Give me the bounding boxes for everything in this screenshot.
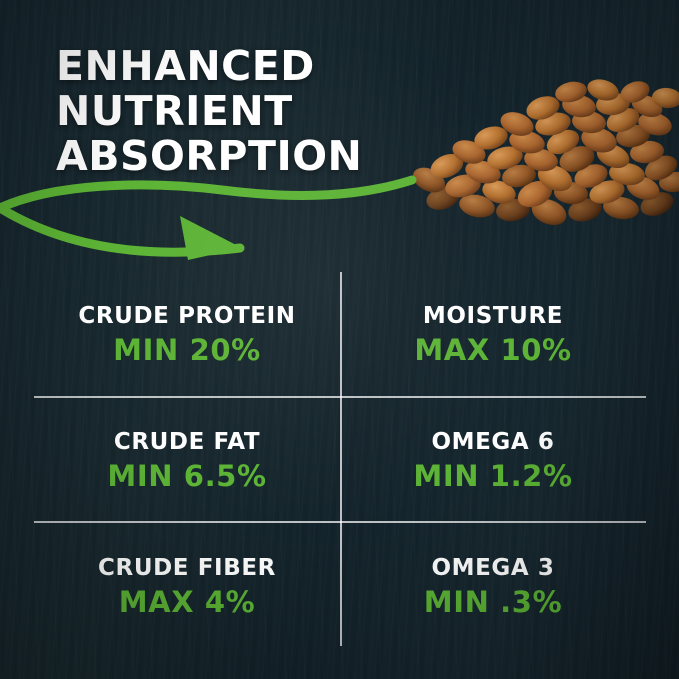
nutrition-cell-crude-fat: CRUDE FAT MIN 6.5% — [34, 398, 340, 524]
page-title: ENHANCED NUTRIENT ABSORPTION — [56, 42, 363, 181]
nutrition-cell-crude-fiber: CRUDE FIBER MAX 4% — [34, 524, 340, 650]
grid-vertical-divider — [340, 272, 342, 646]
grid-horizontal-divider-1 — [34, 396, 646, 398]
nutrition-grid: CRUDE PROTEIN MIN 20% MOISTURE MAX 10% C… — [34, 272, 646, 650]
kibble-pile-image — [385, 62, 679, 232]
nutrient-value: MIN 6.5% — [107, 459, 267, 493]
nutrient-name: OMEGA 6 — [431, 429, 555, 455]
nutrient-name: CRUDE PROTEIN — [78, 303, 296, 329]
nutrient-name: OMEGA 3 — [431, 555, 555, 581]
kibble-pile-svg — [412, 79, 679, 226]
nutrient-value: MAX 4% — [118, 585, 256, 619]
grid-horizontal-divider-2 — [34, 521, 646, 523]
nutrient-name: CRUDE FAT — [113, 429, 261, 455]
nutrient-name: CRUDE FIBER — [98, 555, 276, 581]
curved-arrow-icon — [0, 175, 417, 260]
nutrition-cell-moisture: MOISTURE MAX 10% — [340, 272, 646, 398]
nutrient-value: MIN 20% — [113, 333, 261, 367]
nutrient-value: MAX 10% — [414, 333, 572, 367]
nutrition-cell-omega-3: OMEGA 3 MIN .3% — [340, 524, 646, 650]
nutrient-value: MIN .3% — [423, 585, 563, 619]
nutrient-value: MIN 1.2% — [413, 459, 573, 493]
nutrient-name: MOISTURE — [422, 303, 564, 329]
nutrition-cell-crude-protein: CRUDE PROTEIN MIN 20% — [34, 272, 340, 398]
nutrition-cell-omega-6: OMEGA 6 MIN 1.2% — [340, 398, 646, 524]
